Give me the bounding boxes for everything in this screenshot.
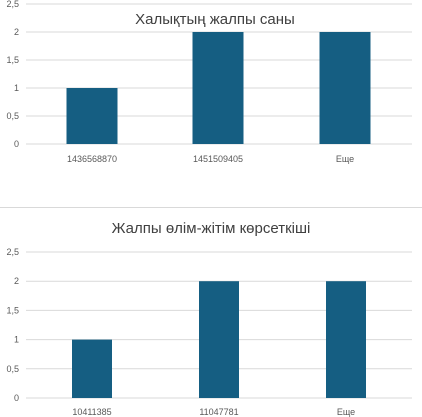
chart-title: Жалпы өлім-жітім көрсеткіші — [112, 220, 311, 237]
chart-title: Халықтың жалпы саны — [135, 11, 295, 28]
y-tick-label: 0,5 — [6, 364, 19, 374]
category-label: 1436568870 — [67, 154, 117, 164]
y-tick-label: 1,5 — [6, 55, 19, 65]
y-tick-label: 0,5 — [6, 111, 19, 121]
y-tick-label: 0 — [14, 393, 19, 403]
chart-mortality: Жалпы өлім-жітім көрсеткіші 0 0,5 1 1,5 2 2,5 1… — [6, 220, 412, 417]
chart-population: Халықтың жалпы саны 0 0,5 1 1,5 2 2,5 143656887… — [6, 0, 412, 164]
category-label: 10411385 — [72, 407, 111, 417]
y-tick-label: 2 — [14, 276, 19, 286]
bar — [319, 32, 371, 144]
chart-panel-population: Халықтың жалпы саны 0 0,5 1 1,5 2 2,5 143656887… — [0, 0, 422, 205]
category-label: 1451509405 — [193, 154, 243, 164]
chart-divider — [0, 207, 422, 208]
y-tick-label: 0 — [14, 139, 19, 149]
category-label: Еще — [337, 407, 355, 417]
y-tick-label: 1 — [14, 335, 19, 345]
bar — [66, 88, 118, 144]
y-tick-label: 2 — [14, 27, 19, 37]
y-tick-label: 2,5 — [6, 247, 19, 257]
y-tick-label: 2,5 — [6, 0, 19, 9]
y-tick-label: 1 — [14, 83, 19, 93]
category-label: Еще — [336, 154, 354, 164]
chart-panel-mortality: Жалпы өлім-жітім көрсеткіші 0 0,5 1 1,5 2 2,5 1… — [0, 210, 422, 417]
y-tick-label: 1,5 — [6, 305, 19, 315]
bar — [326, 281, 366, 398]
category-label: 11047781 — [199, 407, 238, 417]
bar — [199, 281, 239, 398]
bar — [72, 339, 112, 398]
bar — [192, 32, 244, 144]
